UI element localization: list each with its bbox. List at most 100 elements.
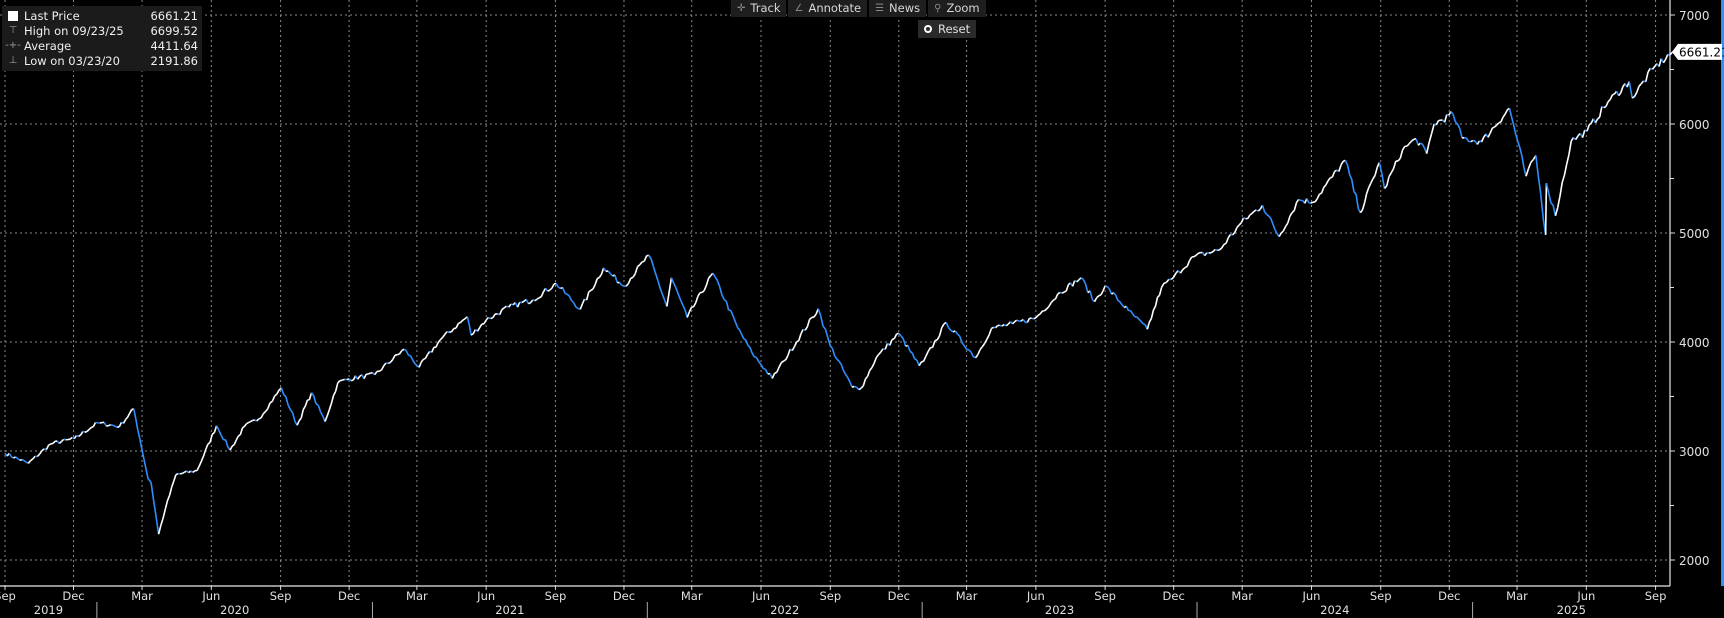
- reset-button[interactable]: Reset: [918, 20, 977, 38]
- price-segment: [1247, 214, 1251, 220]
- price-segment: [78, 434, 82, 438]
- price-segment: [705, 278, 710, 286]
- legend-average[interactable]: -+- Average 4411.64: [2, 38, 198, 53]
- price-segment: [224, 439, 229, 448]
- price-segment: [1550, 202, 1554, 206]
- price-segment: [834, 355, 838, 360]
- price-segment: [738, 329, 743, 336]
- price-segment: [466, 316, 471, 325]
- price-segment: [209, 434, 214, 443]
- price-segment: [139, 439, 143, 450]
- price-segment: [1255, 209, 1259, 212]
- price-segment: [764, 369, 769, 375]
- price-segment: [999, 324, 1003, 327]
- price-segment: [551, 283, 555, 289]
- price-segment: [1504, 109, 1509, 115]
- price-segment: [418, 361, 422, 368]
- price-segment: [639, 261, 643, 266]
- price-segment: [441, 334, 446, 339]
- price-segment: [745, 339, 749, 346]
- price-segment: [558, 286, 561, 290]
- price-segment: [324, 415, 328, 422]
- price-segment: [76, 434, 79, 438]
- price-segment: [1390, 168, 1395, 174]
- price-segment: [1452, 113, 1457, 122]
- price-segment: [1547, 192, 1552, 203]
- legend-last-price[interactable]: Last Price 6661.21: [2, 8, 198, 23]
- price-segment: [762, 367, 766, 371]
- price-segment: [106, 424, 109, 427]
- price-segment: [1554, 207, 1559, 216]
- zoom-button[interactable]: ⚲ Zoom: [928, 0, 986, 17]
- reset-icon: [924, 25, 932, 33]
- price-segment: [654, 273, 659, 281]
- price-segment: [938, 327, 943, 337]
- price-segment: [721, 294, 725, 300]
- price-segment: [457, 321, 461, 325]
- price-segment: [1417, 142, 1421, 146]
- price-segment: [758, 361, 762, 366]
- price-segment: [38, 450, 43, 455]
- price-segment: [1510, 116, 1515, 126]
- price-segment: [753, 356, 757, 359]
- price-segment: [780, 360, 785, 364]
- price-segment: [43, 448, 47, 451]
- high-marker-icon: ⊤: [8, 25, 18, 36]
- price-segment: [1415, 138, 1419, 146]
- price-segment: [1472, 139, 1476, 142]
- price-segment: [1215, 248, 1218, 252]
- price-segment: [1633, 92, 1638, 97]
- price-segment: [1348, 174, 1353, 180]
- x-month-label: Jun: [1026, 589, 1045, 603]
- price-segment: [468, 324, 472, 336]
- price-segment: [648, 254, 652, 260]
- price-segment: [973, 356, 976, 359]
- price-segment: [1280, 230, 1285, 234]
- price-segment: [968, 349, 972, 353]
- price-segment: [666, 292, 670, 307]
- price-segment: [1234, 226, 1238, 233]
- news-button[interactable]: ☰ News: [869, 0, 927, 17]
- price-segment: [122, 419, 127, 424]
- price-segment: [1080, 277, 1084, 281]
- price-segment: [1351, 179, 1355, 192]
- price-segment: [632, 273, 636, 278]
- price-segment: [679, 299, 684, 306]
- price-segment: [243, 423, 248, 427]
- price-segment: [1355, 194, 1360, 209]
- price-segment: [235, 435, 240, 441]
- price-segment: [909, 350, 913, 354]
- price-segment: [1125, 305, 1130, 311]
- price-segment: [1493, 124, 1498, 128]
- price-segment: [103, 421, 108, 427]
- price-segment: [508, 303, 512, 308]
- legend-low[interactable]: ⊥ Low on 03/23/20 2191.86: [2, 53, 198, 68]
- price-segment: [218, 429, 222, 436]
- annotate-button[interactable]: ∠ Annotate: [788, 0, 868, 17]
- price-segment: [389, 358, 394, 363]
- price-segment: [760, 364, 764, 369]
- price-segment: [1408, 140, 1413, 145]
- price-segment: [1182, 267, 1186, 271]
- price-segment: [45, 444, 50, 450]
- price-segment: [479, 323, 483, 328]
- track-label: Track: [750, 1, 781, 15]
- price-segment: [188, 470, 192, 474]
- price-segment: [922, 355, 927, 362]
- price-segment: [1052, 298, 1057, 301]
- price-segment: [1266, 213, 1270, 217]
- price-segment: [164, 500, 169, 509]
- price-segment: [1568, 140, 1573, 155]
- price-segment: [196, 465, 200, 471]
- price-segment: [579, 303, 584, 310]
- legend-high[interactable]: ⊤ High on 09/23/25 6699.52: [2, 23, 198, 38]
- price-segment: [363, 373, 367, 380]
- track-button[interactable]: ✛ Track: [731, 0, 787, 17]
- price-segment: [450, 328, 455, 333]
- price-segment: [817, 308, 822, 316]
- price-segment: [829, 345, 834, 350]
- x-month-label: Mar: [956, 589, 978, 603]
- price-segment: [258, 417, 262, 420]
- price-segment: [581, 298, 586, 305]
